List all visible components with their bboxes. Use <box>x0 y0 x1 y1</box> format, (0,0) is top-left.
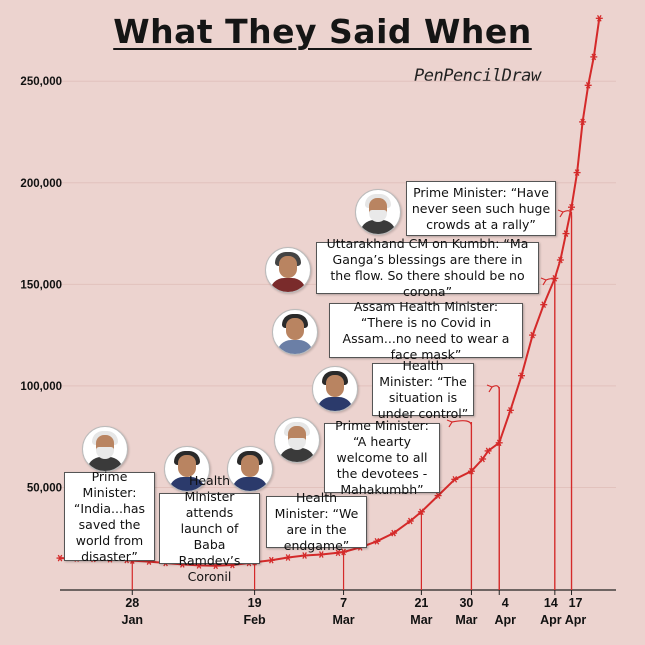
annotation-callout: Health Minister: “We are in the endgame” <box>266 490 367 553</box>
chart-title: What They Said When <box>113 12 532 51</box>
annotation-text: Health Minister: “The situation is under… <box>377 357 469 421</box>
x-tick-month: Jan <box>122 613 144 627</box>
data-point <box>529 331 537 339</box>
x-tick-month: Mar <box>455 613 477 627</box>
arrow-head <box>540 277 547 286</box>
annotation-text: Prime Minister: “Have never seen such hu… <box>411 184 551 232</box>
data-point <box>556 256 564 264</box>
x-tick-day: 28 <box>125 596 139 610</box>
x-tick-day: 30 <box>459 596 473 610</box>
annotation-callout: Assam Health Minister: “There is no Covi… <box>329 299 523 362</box>
uttarakhand-cm-portrait <box>265 247 311 293</box>
arrow-head <box>486 384 493 393</box>
data-point <box>467 467 475 475</box>
data-point <box>573 169 581 176</box>
annotation-text: Prime Minister: “A hearty welcome to all… <box>335 418 429 497</box>
health-minister-portrait <box>312 366 358 412</box>
data-point <box>479 455 487 463</box>
data-point <box>518 372 525 380</box>
annotation-callout: Prime Minister: “Have never seen such hu… <box>406 181 556 236</box>
x-tick-day: 21 <box>414 596 428 610</box>
data-point <box>434 492 442 499</box>
y-tick-label: 250,000 <box>20 76 62 88</box>
x-tick-day: 17 <box>569 596 583 610</box>
prime-minister-portrait <box>82 426 128 472</box>
health-minister-portrait <box>227 446 273 492</box>
data-point <box>590 53 598 61</box>
data-point <box>506 406 514 414</box>
arrow-head <box>557 209 564 218</box>
x-tick-month: Apr <box>540 613 562 627</box>
x-tick-month: Mar <box>410 613 432 627</box>
annotation-arrow <box>562 210 573 590</box>
data-point <box>334 549 342 557</box>
data-point <box>406 517 414 525</box>
data-point <box>579 118 587 126</box>
data-point <box>562 230 570 237</box>
annotation-callout: Prime Minister: “India...has saved the w… <box>64 469 155 564</box>
prime-minister-portrait <box>355 189 401 235</box>
data-point <box>540 301 548 309</box>
y-tick-label: 200,000 <box>20 178 62 190</box>
annotation-callout: Health Minister: “The situation is under… <box>372 358 474 421</box>
y-tick-label: 100,000 <box>20 381 62 393</box>
data-point <box>568 203 575 211</box>
data-point <box>373 537 381 545</box>
x-tick-day: 19 <box>248 596 262 610</box>
annotation-text: Health Minister: “We are in the endgame” <box>274 490 359 553</box>
x-tick-month: Apr <box>565 613 587 627</box>
data-point <box>284 554 292 561</box>
annotation-text: Assam Health Minister: “There is no Covi… <box>342 298 510 362</box>
x-tick-day: 7 <box>340 596 347 610</box>
data-point <box>56 554 64 562</box>
annotation-callout: Uttarakhand CM on Kumbh: “Ma Ganga’s ble… <box>316 236 539 299</box>
annotation-text: Health Minister attends launch of Baba R… <box>178 472 241 584</box>
data-point <box>451 475 459 483</box>
y-tick-label: 150,000 <box>20 279 62 291</box>
x-tick-month: Mar <box>332 613 354 627</box>
y-tick-label: 50,000 <box>27 482 62 494</box>
data-point <box>484 447 492 455</box>
x-tick-month: Apr <box>494 613 516 627</box>
data-point <box>495 439 503 447</box>
data-point <box>595 14 603 22</box>
annotation-text: Prime Minister: “India...has saved the w… <box>73 468 146 564</box>
x-tick-day: 4 <box>502 596 509 610</box>
health-minister-portrait <box>164 446 210 492</box>
annotation-text: Uttarakhand CM on Kumbh: “Ma Ganga’s ble… <box>326 236 529 299</box>
data-point <box>390 529 398 537</box>
data-point <box>417 508 425 516</box>
data-point <box>317 551 325 558</box>
prime-minister-portrait <box>274 417 320 463</box>
annotation-arrow <box>491 385 500 590</box>
data-point <box>340 548 348 556</box>
data-point <box>551 274 559 282</box>
assam-health-minister-portrait <box>272 309 318 355</box>
data-point <box>584 81 592 89</box>
data-point <box>267 556 275 564</box>
annotation-callout: Prime Minister: “A hearty welcome to all… <box>324 418 440 497</box>
arrow-head <box>446 419 453 428</box>
x-tick-month: Feb <box>243 613 266 627</box>
annotation-callout: Health Minister attends launch of Baba R… <box>159 473 260 584</box>
x-tick-day: 14 <box>544 596 558 610</box>
data-point <box>301 552 309 559</box>
annotation-arrow <box>451 420 473 590</box>
annotation-arrow <box>545 278 556 590</box>
